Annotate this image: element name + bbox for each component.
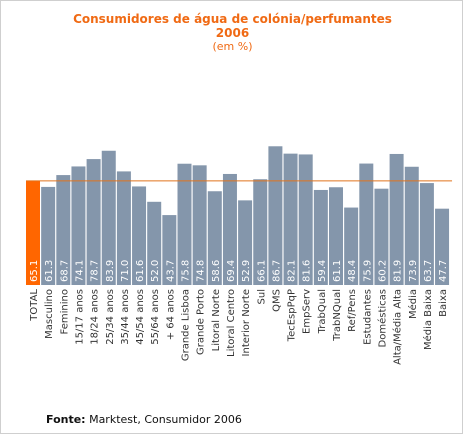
- category-label: Litoral Centro: [226, 289, 237, 357]
- source-text: Marktest, Consumidor 2006: [89, 413, 242, 426]
- bar: [26, 180, 40, 285]
- value-label: 59.4: [317, 260, 328, 282]
- category-label: Ref/Pens: [347, 289, 358, 332]
- value-label: 61.1: [332, 260, 343, 282]
- value-label: 81.6: [302, 260, 313, 282]
- value-label: 60.2: [377, 260, 388, 282]
- category-label: 25/34 anos: [105, 289, 116, 345]
- value-label: 86.7: [271, 260, 282, 282]
- bar: [435, 208, 450, 285]
- category-label: Média Baixa: [422, 289, 434, 350]
- bar: [192, 165, 207, 285]
- category-label: TrabNQual: [332, 289, 343, 342]
- source-label: Fonte:: [46, 413, 86, 426]
- value-label: 58.6: [211, 260, 222, 282]
- bar: [207, 191, 222, 285]
- bar: [116, 171, 131, 285]
- value-label: 75.8: [181, 260, 192, 282]
- value-label: 78.7: [90, 260, 101, 282]
- bar: [101, 150, 116, 285]
- category-label: 55/64 anos: [150, 289, 161, 345]
- value-label: 61.3: [44, 260, 55, 282]
- bar: [238, 200, 253, 285]
- value-label: 48.4: [347, 260, 358, 282]
- bar: [283, 153, 298, 285]
- category-label: Estudantes: [362, 289, 373, 345]
- bar: [344, 207, 359, 285]
- bar: [298, 154, 313, 285]
- category-label: 45/54 anos: [135, 289, 146, 345]
- category-label: 15/17 anos: [74, 289, 85, 345]
- value-label: 82.1: [287, 260, 298, 282]
- category-label: 35/44 anos: [120, 289, 131, 345]
- source-footer: Fonte: Marktest, Consumidor 2006: [46, 413, 242, 426]
- bar: [86, 159, 101, 285]
- category-label: Litoral Norte: [211, 289, 222, 351]
- category-label: 18/24 anos: [90, 289, 101, 345]
- value-label: 73.9: [408, 260, 419, 282]
- bar: [162, 215, 177, 285]
- category-label: EmpServ: [302, 289, 313, 334]
- bars-group: [26, 146, 450, 285]
- category-label: TrabQual: [317, 289, 328, 334]
- category-label: Sul: [256, 289, 267, 304]
- category-label: TecEspPqP: [287, 289, 298, 342]
- value-label: 66.1: [256, 260, 267, 282]
- bar: [359, 163, 374, 285]
- bar: [389, 153, 404, 285]
- bar-chart: 65.1 61.3 68.7 74.1 78.7 83.9 71.0 61.6 52.0 43.7…: [26, 146, 453, 365]
- bar: [404, 166, 419, 285]
- bar: [147, 201, 162, 285]
- value-label: 69.4: [226, 260, 237, 282]
- value-label: 47.7: [438, 260, 449, 282]
- value-labels-group: 65.1 61.3 68.7 74.1 78.7 83.9 71.0 61.6 52.0 43.7…: [29, 260, 449, 282]
- bar: [253, 179, 268, 285]
- category-label: Baixa: [438, 289, 449, 317]
- bar: [71, 166, 86, 285]
- value-label: 52.0: [150, 260, 161, 282]
- category-label: Masculino: [44, 289, 55, 339]
- value-label: 61.6: [135, 260, 146, 282]
- value-label: 63.7: [423, 260, 434, 282]
- bar: [41, 186, 56, 285]
- chart-year: 2006: [215, 26, 250, 40]
- category-label: TOTAL: [29, 289, 40, 322]
- bar: [313, 189, 328, 285]
- bar: [222, 173, 237, 285]
- value-label: 83.9: [105, 260, 116, 282]
- category-label: Média: [407, 289, 419, 319]
- value-label: 43.7: [165, 260, 176, 282]
- category-label: QMS: [271, 289, 282, 312]
- category-label: Grande Lisboa: [181, 289, 192, 361]
- bar: [56, 175, 71, 285]
- chart-unit: (em %): [212, 40, 253, 53]
- category-label: + 64 anos: [165, 289, 176, 340]
- value-label: 52.9: [241, 260, 252, 282]
- bar: [177, 163, 192, 285]
- bar: [374, 188, 389, 285]
- chart-title: Consumidores de água de colónia/perfuman…: [73, 12, 392, 26]
- value-label: 71.0: [120, 260, 131, 282]
- value-label: 65.1: [29, 260, 40, 282]
- value-label: 81.9: [393, 260, 404, 282]
- value-label: 74.1: [74, 260, 85, 282]
- category-label: Feminino: [59, 289, 70, 334]
- category-label: Alta/Média Alta: [392, 289, 404, 365]
- value-label: 74.8: [196, 260, 207, 282]
- value-label: 68.7: [59, 260, 70, 282]
- category-labels-group: TOTAL Masculino Feminino 15/17 anos 18/24 an…: [29, 289, 449, 365]
- bar: [132, 186, 147, 285]
- category-label: Grande Porto: [196, 289, 207, 355]
- category-label: Interior Norte: [241, 289, 252, 356]
- bar: [329, 187, 343, 285]
- category-label: Domésticas: [376, 289, 388, 347]
- value-label: 75.9: [362, 260, 373, 282]
- bar: [419, 183, 434, 285]
